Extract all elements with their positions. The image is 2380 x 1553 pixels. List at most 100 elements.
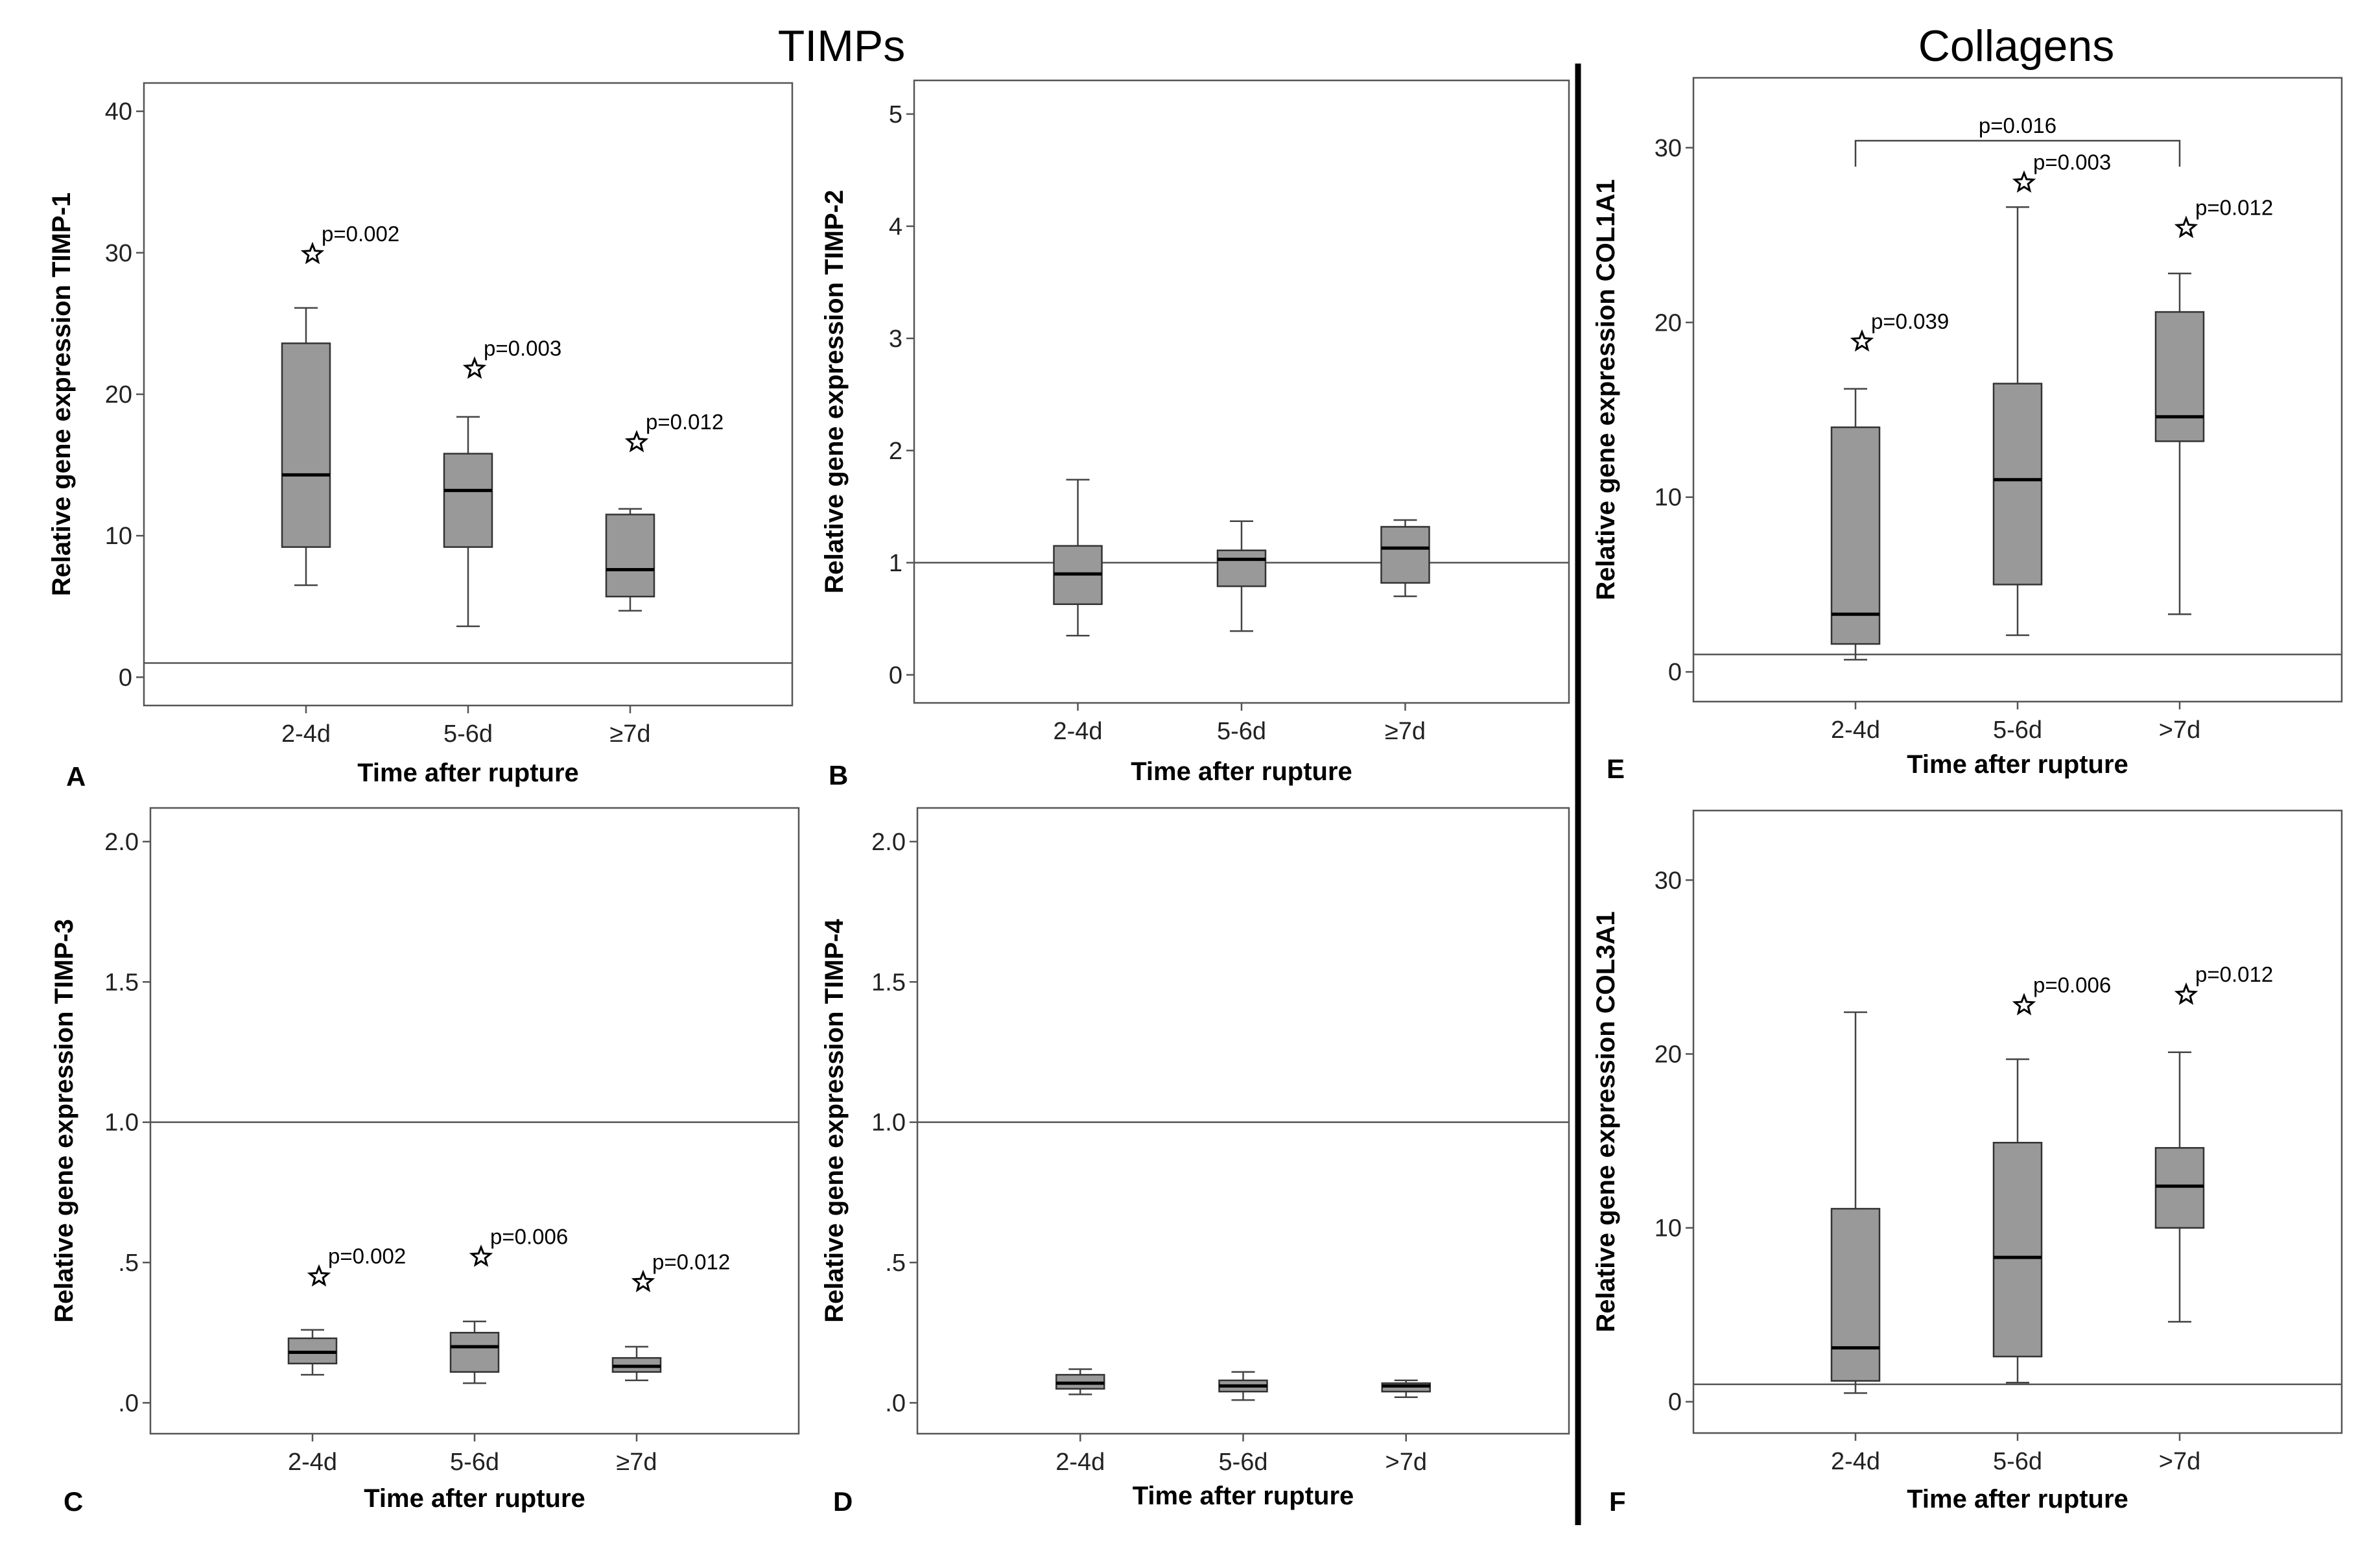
- y-axis-label: Relative gene expression TIMP-3: [50, 919, 78, 1322]
- iqr-box: [2154, 1146, 2205, 1229]
- y-tick-label: 20: [1655, 1041, 1682, 1068]
- y-tick-label: .0: [118, 1390, 139, 1417]
- p-value-label: p=0.002: [322, 222, 399, 246]
- box-d-3: [1381, 1379, 1431, 1398]
- x-tick-label: 2-4d: [1831, 717, 1880, 744]
- x-tick-label: >7d: [2159, 717, 2200, 744]
- iqr-box: [1992, 1141, 2043, 1358]
- y-tick-label: 30: [105, 240, 132, 267]
- x-tick-label: ≥7d: [1385, 718, 1426, 745]
- panel-f: 0 10 20 30 2-4d 5-6d >7d p=0.006 p=0.012 Relative…: [1592, 809, 2343, 1517]
- iqr-box: [1830, 1207, 1881, 1382]
- x-axis-label: Time after rupture: [364, 1484, 585, 1513]
- x-tick-label: 2-4d: [1055, 1449, 1105, 1476]
- p-value-label: p=0.012: [652, 1250, 730, 1274]
- significance-star: [300, 241, 325, 265]
- panel-letter: E: [1607, 753, 1625, 784]
- x-axis-label: Time after rupture: [357, 759, 579, 787]
- panel-letter: A: [66, 761, 86, 792]
- x-axis-label: Time after rupture: [1131, 757, 1352, 786]
- panel-a: 0 10 20 30 40 2-4d 5-6d ≥7d p=0.002 p=0.003 p=0.01…: [47, 82, 794, 792]
- x-axis-label: Time after rupture: [1133, 1482, 1354, 1510]
- box-f-2: [1992, 1058, 2043, 1384]
- panel-d: .0 .5 1.0 1.5 2.0 2-4d 5-6d >7d Relative gene ex…: [820, 807, 1570, 1517]
- panel-letter: C: [64, 1486, 83, 1517]
- x-tick-label: 5-6d: [450, 1449, 499, 1476]
- x-tick-label: 2-4d: [281, 720, 331, 748]
- p-value-label: p=0.039: [1871, 309, 1949, 333]
- box-b-1: [1053, 479, 1103, 637]
- x-tick-label: >7d: [2159, 1448, 2200, 1475]
- significance-star: [2174, 982, 2198, 1005]
- y-tick-label: 2: [889, 438, 902, 465]
- iqr-box: [443, 453, 493, 548]
- significance-star: [2012, 170, 2036, 193]
- y-tick-label: .5: [118, 1250, 139, 1277]
- box-e-1: [1830, 388, 1881, 661]
- plot-area-d: [916, 807, 1570, 1435]
- panel-b: 0 1 2 3 4 5 2-4d 5-6d ≥7d Relative gene expressio…: [820, 79, 1570, 790]
- x-tick-label: ≥7d: [616, 1449, 657, 1476]
- iqr-box: [2154, 311, 2205, 442]
- x-axis-label: Time after rupture: [1907, 750, 2128, 779]
- x-tick-label: 5-6d: [1993, 717, 2042, 744]
- p-value-label: p=0.012: [646, 410, 724, 434]
- y-tick-label: 30: [1655, 867, 1682, 894]
- y-tick-label: 20: [105, 381, 132, 409]
- box-f-1: [1830, 1011, 1881, 1394]
- box-a-3: [605, 508, 655, 612]
- iqr-box: [1216, 549, 1267, 587]
- box-f-3: [2154, 1051, 2205, 1323]
- x-tick-label: 2-4d: [288, 1449, 337, 1476]
- p-value-label: p=0.003: [2033, 150, 2111, 174]
- panel-e: 0 10 20 30 2-4d 5-6d >7d p=0.039 p=0.003 p=0.012 p…: [1592, 77, 2343, 784]
- y-tick-label: 30: [1655, 135, 1682, 162]
- y-tick-label: 2.0: [104, 829, 139, 856]
- iqr-box: [1830, 426, 1881, 645]
- x-tick-label: 2-4d: [1831, 1448, 1880, 1475]
- significance-star: [2012, 993, 2036, 1015]
- panel-letter: D: [833, 1486, 853, 1517]
- iqr-box: [449, 1331, 500, 1373]
- box-a-2: [443, 416, 493, 628]
- y-axis-label: Relative gene expression TIMP-4: [820, 919, 849, 1323]
- box-d-2: [1218, 1371, 1268, 1401]
- y-tick-label: 0: [1668, 659, 1682, 686]
- x-tick-label: 5-6d: [1217, 718, 1266, 745]
- section-title-timps: TIMPs: [778, 21, 905, 71]
- y-tick-label: .5: [885, 1250, 906, 1277]
- box-c-1: [287, 1329, 338, 1376]
- y-tick-label: 5: [889, 101, 902, 128]
- significance-star: [469, 1244, 493, 1267]
- y-tick-label: 0: [889, 662, 902, 689]
- panel-c: .0 .5 1.0 1.5 2.0 2-4d 5-6d ≥7d p=0.002 p=0.006 p=…: [50, 807, 800, 1517]
- box-b-3: [1380, 519, 1430, 597]
- y-tick-label: 0: [119, 664, 132, 691]
- y-tick-label: 10: [1655, 1215, 1682, 1242]
- p-value-label: p=0.012: [2195, 962, 2273, 986]
- box-e-3: [2154, 272, 2205, 615]
- y-tick-label: 1: [889, 550, 902, 577]
- x-tick-label: 5-6d: [1993, 1448, 2042, 1475]
- y-tick-label: 40: [105, 99, 132, 126]
- significance-star: [462, 356, 487, 379]
- x-tick-label: 5-6d: [1218, 1449, 1267, 1476]
- y-tick-label: 4: [889, 213, 902, 241]
- y-axis-label: Relative gene expression COL3A1: [1592, 911, 1620, 1332]
- x-tick-label: >7d: [1385, 1449, 1427, 1476]
- y-tick-label: 1.5: [104, 969, 139, 996]
- iqr-box: [281, 342, 331, 548]
- box-e-2: [1992, 206, 2043, 636]
- iqr-box: [605, 514, 655, 598]
- section-title-collagens: Collagens: [1918, 21, 2114, 71]
- x-tick-label: 2-4d: [1053, 718, 1102, 745]
- box-c-2: [449, 1320, 500, 1384]
- y-tick-label: 20: [1655, 309, 1682, 337]
- p-value-label: p=0.003: [484, 337, 561, 361]
- panel-letter: F: [1609, 1486, 1626, 1517]
- y-tick-label: 2.0: [871, 829, 906, 856]
- significance-star: [307, 1264, 331, 1287]
- iqr-box: [1380, 526, 1430, 584]
- significance-star: [631, 1270, 655, 1292]
